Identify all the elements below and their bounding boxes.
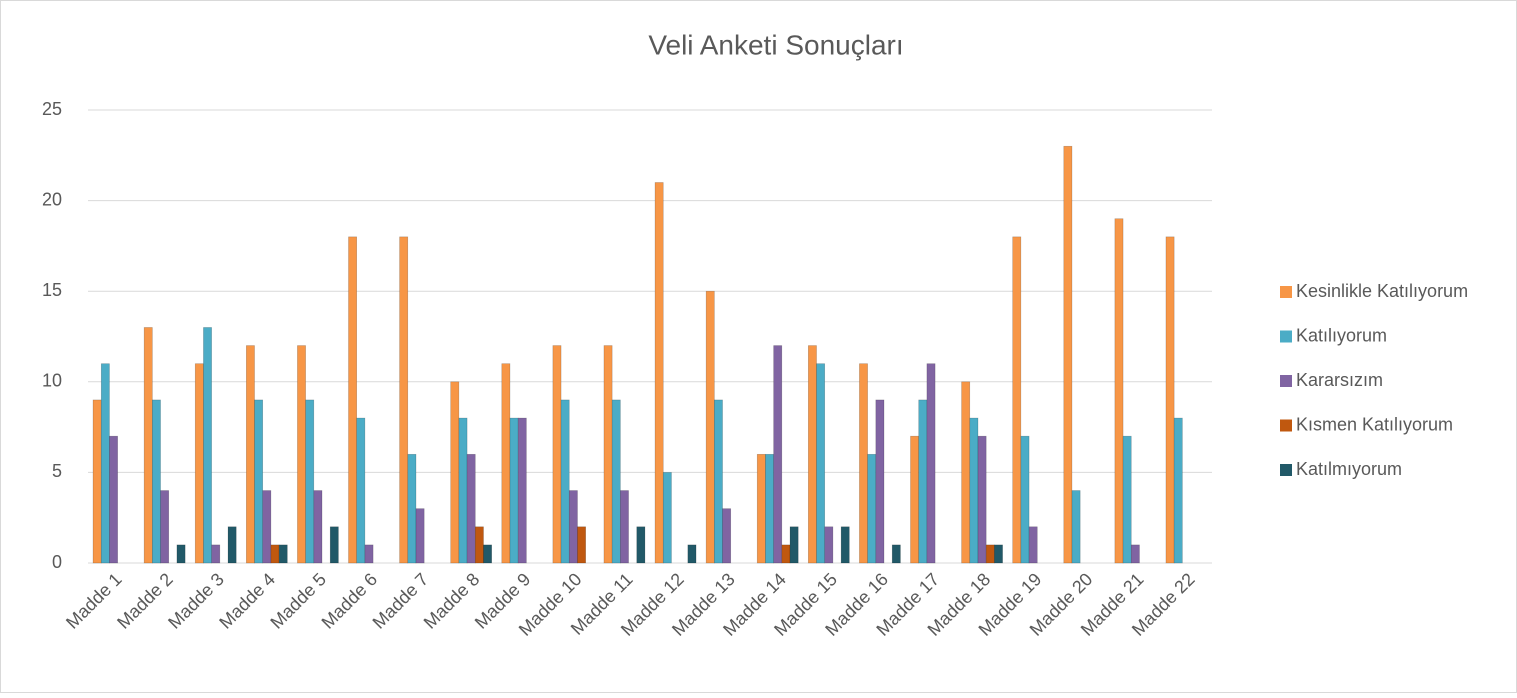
bar xyxy=(781,544,791,564)
bar xyxy=(1012,236,1022,564)
y-tick-label: 10 xyxy=(42,371,62,391)
bar xyxy=(278,544,288,564)
bar xyxy=(824,526,834,564)
bar xyxy=(517,417,527,564)
bar xyxy=(143,327,153,564)
bar xyxy=(1122,435,1132,564)
bar xyxy=(961,381,971,564)
bar xyxy=(654,182,664,564)
y-tick-label: 20 xyxy=(42,189,62,209)
bar xyxy=(1173,417,1183,564)
legend-label: Kısmen Katılıyorum xyxy=(1296,414,1453,434)
chart-title: Veli Anketi Sonuçları xyxy=(648,29,903,60)
bar xyxy=(891,544,901,564)
legend-label: Kararsızım xyxy=(1296,370,1383,390)
legend-swatch xyxy=(1280,464,1292,476)
bar xyxy=(176,544,186,564)
bar xyxy=(867,453,877,564)
bar xyxy=(859,363,868,564)
y-tick-label: 25 xyxy=(42,99,62,119)
bar xyxy=(662,472,672,564)
bar xyxy=(501,363,511,564)
bar xyxy=(270,544,280,564)
bar xyxy=(246,345,255,564)
bar xyxy=(969,417,979,564)
legend-swatch xyxy=(1280,375,1292,387)
bar xyxy=(348,236,357,564)
bar xyxy=(994,544,1003,564)
bar xyxy=(297,345,306,564)
bar xyxy=(415,508,425,564)
bar xyxy=(109,435,118,564)
bar xyxy=(926,363,936,564)
y-tick-label: 5 xyxy=(52,461,62,481)
bar xyxy=(773,345,783,564)
bar xyxy=(705,290,715,564)
bar xyxy=(1020,435,1030,564)
bar xyxy=(450,381,460,564)
bar xyxy=(552,345,562,564)
bar xyxy=(466,453,476,564)
legend-swatch xyxy=(1280,419,1292,432)
bar xyxy=(211,544,221,564)
bar xyxy=(407,453,417,564)
bar xyxy=(910,435,919,564)
legend-swatch xyxy=(1280,286,1292,298)
bar xyxy=(808,345,817,564)
bar xyxy=(620,490,629,564)
bar xyxy=(203,327,212,564)
bar xyxy=(509,417,519,564)
y-tick-label: 15 xyxy=(42,280,62,300)
bar xyxy=(160,490,170,564)
bar xyxy=(765,453,774,564)
bar xyxy=(152,399,161,564)
bar xyxy=(722,508,732,564)
bar xyxy=(568,490,578,564)
bar xyxy=(254,399,264,564)
bar xyxy=(577,526,586,564)
bar xyxy=(305,399,315,564)
bar xyxy=(1165,236,1175,564)
bar xyxy=(1028,526,1038,564)
y-tick-label: 0 xyxy=(52,552,62,572)
bar xyxy=(977,435,987,564)
bar xyxy=(1130,544,1140,564)
bar xyxy=(194,363,204,564)
legend-label: Kesinlikle Katılıyorum xyxy=(1296,281,1468,301)
bar xyxy=(262,490,272,564)
bar xyxy=(458,417,468,564)
legend-swatch xyxy=(1280,330,1292,343)
bar xyxy=(687,544,697,564)
bar xyxy=(1063,145,1073,564)
bar xyxy=(1114,218,1124,564)
bar xyxy=(364,544,374,564)
legend-label: Katılıyorum xyxy=(1296,325,1387,345)
bar xyxy=(227,526,237,564)
bar xyxy=(560,399,570,564)
bar xyxy=(789,526,799,564)
bar xyxy=(816,363,826,564)
bar xyxy=(985,544,995,564)
bar xyxy=(313,490,323,564)
bar xyxy=(714,399,723,564)
bar xyxy=(611,399,621,564)
bar xyxy=(756,453,766,564)
bar xyxy=(603,345,613,564)
bar xyxy=(840,526,850,564)
bar xyxy=(1071,490,1081,564)
bar xyxy=(875,399,885,564)
bar xyxy=(329,526,339,564)
bar xyxy=(636,526,646,564)
bar xyxy=(918,399,928,564)
bar xyxy=(474,526,484,564)
bar xyxy=(356,417,366,564)
bar xyxy=(399,236,409,564)
legend-label: Katılmıyorum xyxy=(1296,459,1402,479)
bar xyxy=(483,544,492,564)
bar xyxy=(100,363,110,564)
bar xyxy=(92,399,102,564)
